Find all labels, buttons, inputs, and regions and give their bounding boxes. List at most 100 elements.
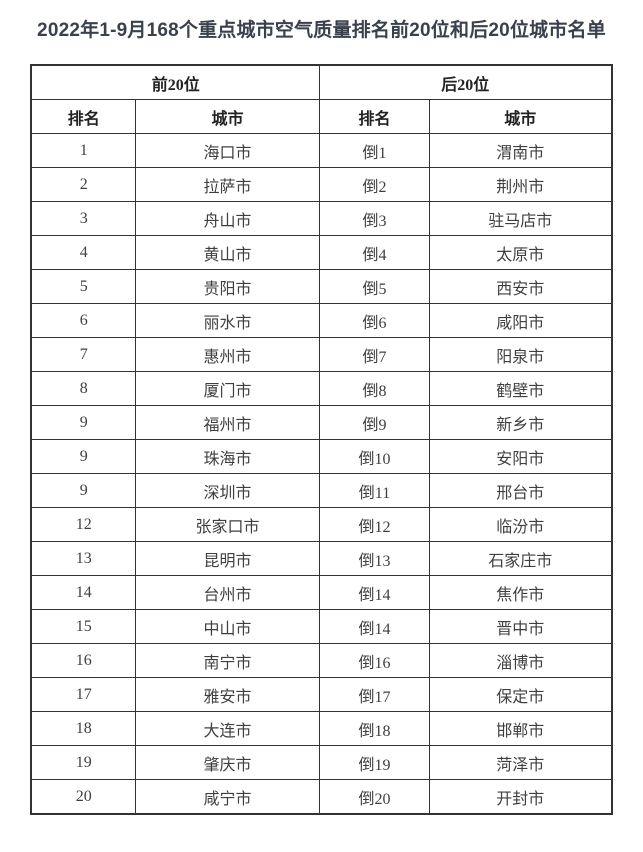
city-cell-right: 驻马店市 xyxy=(428,201,613,236)
rank-cell-left: 13 xyxy=(30,541,136,576)
rank-cell-left: 19 xyxy=(30,745,136,780)
air-quality-ranking-table: 前20位 后20位 排名 城市 排名 城市 1 海口市 倒1 渭南市 2 拉萨市 倒2 荆州市… xyxy=(30,64,613,815)
rank-cell-left: 15 xyxy=(30,609,136,644)
table-row: 2 拉萨市 倒2 荆州市 xyxy=(30,167,613,202)
table-row: 19 肇庆市 倒19 菏泽市 xyxy=(30,745,613,780)
city-cell-right: 咸阳市 xyxy=(428,303,613,338)
table-row: 13 昆明市 倒13 石家庄市 xyxy=(30,541,613,576)
column-header-row: 排名 城市 排名 城市 xyxy=(30,99,613,134)
rank-cell-left: 2 xyxy=(30,167,136,202)
city-cell-left: 中山市 xyxy=(134,609,321,644)
city-cell-right: 渭南市 xyxy=(428,133,613,168)
rank-cell-left: 9 xyxy=(30,439,136,474)
rank-cell-left: 18 xyxy=(30,711,136,746)
city-cell-left: 雅安市 xyxy=(134,677,321,712)
table-row: 4 黄山市 倒4 太原市 xyxy=(30,235,613,270)
rank-cell-left: 1 xyxy=(30,133,136,168)
city-cell-right: 荆州市 xyxy=(428,167,613,202)
table-row: 8 厦门市 倒8 鹤壁市 xyxy=(30,371,613,406)
rank-cell-right: 倒3 xyxy=(319,201,430,236)
city-cell-right: 淄博市 xyxy=(428,643,613,678)
city-cell-left: 肇庆市 xyxy=(134,745,321,780)
rank-cell-right: 倒6 xyxy=(319,303,430,338)
city-cell-right: 太原市 xyxy=(428,235,613,270)
city-cell-left: 咸宁市 xyxy=(134,779,321,815)
rank-cell-right: 倒5 xyxy=(319,269,430,304)
city-cell-left: 昆明市 xyxy=(134,541,321,576)
city-cell-left: 大连市 xyxy=(134,711,321,746)
rank-cell-left: 14 xyxy=(30,575,136,610)
city-cell-left: 海口市 xyxy=(134,133,321,168)
rank-cell-right: 倒11 xyxy=(319,473,430,508)
table-row: 15 中山市 倒14 晋中市 xyxy=(30,609,613,644)
city-cell-left: 拉萨市 xyxy=(134,167,321,202)
rank-cell-left: 12 xyxy=(30,507,136,542)
table-row: 7 惠州市 倒7 阳泉市 xyxy=(30,337,613,372)
city-cell-right: 新乡市 xyxy=(428,405,613,440)
city-cell-left: 福州市 xyxy=(134,405,321,440)
rank-cell-left: 20 xyxy=(30,779,136,815)
city-cell-right: 开封市 xyxy=(428,779,613,815)
table-row: 9 珠海市 倒10 安阳市 xyxy=(30,439,613,474)
table-row: 5 贵阳市 倒5 西安市 xyxy=(30,269,613,304)
table-row: 9 福州市 倒9 新乡市 xyxy=(30,405,613,440)
rank-cell-left: 9 xyxy=(30,405,136,440)
rank-cell-right: 倒18 xyxy=(319,711,430,746)
city-cell-right: 石家庄市 xyxy=(428,541,613,576)
table-row: 3 舟山市 倒3 驻马店市 xyxy=(30,201,613,236)
city-cell-right: 焦作市 xyxy=(428,575,613,610)
rank-cell-left: 8 xyxy=(30,371,136,406)
rank-cell-right: 倒7 xyxy=(319,337,430,372)
city-cell-left: 南宁市 xyxy=(134,643,321,678)
city-cell-right: 菏泽市 xyxy=(428,745,613,780)
city-cell-left: 惠州市 xyxy=(134,337,321,372)
table-row: 9 深圳市 倒11 邢台市 xyxy=(30,473,613,508)
rank-cell-right: 倒20 xyxy=(319,779,430,815)
city-cell-right: 保定市 xyxy=(428,677,613,712)
rank-cell-left: 16 xyxy=(30,643,136,678)
rank-cell-right: 倒14 xyxy=(319,575,430,610)
rank-cell-right: 倒9 xyxy=(319,405,430,440)
table-row: 14 台州市 倒14 焦作市 xyxy=(30,575,613,610)
rank-cell-right: 倒12 xyxy=(319,507,430,542)
city-cell-right: 鹤壁市 xyxy=(428,371,613,406)
table-row: 12 张家口市 倒12 临汾市 xyxy=(30,507,613,542)
table-row: 20 咸宁市 倒20 开封市 xyxy=(30,779,613,815)
city-cell-left: 珠海市 xyxy=(134,439,321,474)
rank-cell-left: 5 xyxy=(30,269,136,304)
col-header-city-left: 城市 xyxy=(134,99,321,134)
table-row: 17 雅安市 倒17 保定市 xyxy=(30,677,613,712)
city-cell-left: 丽水市 xyxy=(134,303,321,338)
group-header-row: 前20位 后20位 xyxy=(30,64,613,100)
table-row: 1 海口市 倒1 渭南市 xyxy=(30,133,613,168)
city-cell-right: 临汾市 xyxy=(428,507,613,542)
rank-cell-left: 17 xyxy=(30,677,136,712)
rank-cell-right: 倒8 xyxy=(319,371,430,406)
page-title: 2022年1-9月168个重点城市空气质量排名前20位和后20位城市名单 xyxy=(37,20,606,41)
table-row: 16 南宁市 倒16 淄博市 xyxy=(30,643,613,678)
group-header-bottom20: 后20位 xyxy=(318,64,613,100)
col-header-rank-left: 排名 xyxy=(30,99,136,134)
rank-cell-left: 9 xyxy=(30,473,136,508)
city-cell-right: 阳泉市 xyxy=(428,337,613,372)
city-cell-right: 西安市 xyxy=(428,269,613,304)
col-header-city-right: 城市 xyxy=(428,99,613,134)
rank-cell-left: 6 xyxy=(30,303,136,338)
city-cell-left: 黄山市 xyxy=(134,235,321,270)
city-cell-left: 张家口市 xyxy=(134,507,321,542)
table-row: 18 大连市 倒18 邯郸市 xyxy=(30,711,613,746)
city-cell-right: 邢台市 xyxy=(428,473,613,508)
city-cell-left: 舟山市 xyxy=(134,201,321,236)
rank-cell-right: 倒17 xyxy=(319,677,430,712)
group-header-top20: 前20位 xyxy=(30,64,321,100)
rank-cell-right: 倒13 xyxy=(319,541,430,576)
rank-cell-right: 倒1 xyxy=(319,133,430,168)
city-cell-left: 深圳市 xyxy=(134,473,321,508)
col-header-rank-right: 排名 xyxy=(319,99,430,134)
rank-cell-right: 倒14 xyxy=(319,609,430,644)
rank-cell-right: 倒16 xyxy=(319,643,430,678)
table-row: 6 丽水市 倒6 咸阳市 xyxy=(30,303,613,338)
city-cell-left: 台州市 xyxy=(134,575,321,610)
city-cell-right: 邯郸市 xyxy=(428,711,613,746)
rank-cell-left: 7 xyxy=(30,337,136,372)
